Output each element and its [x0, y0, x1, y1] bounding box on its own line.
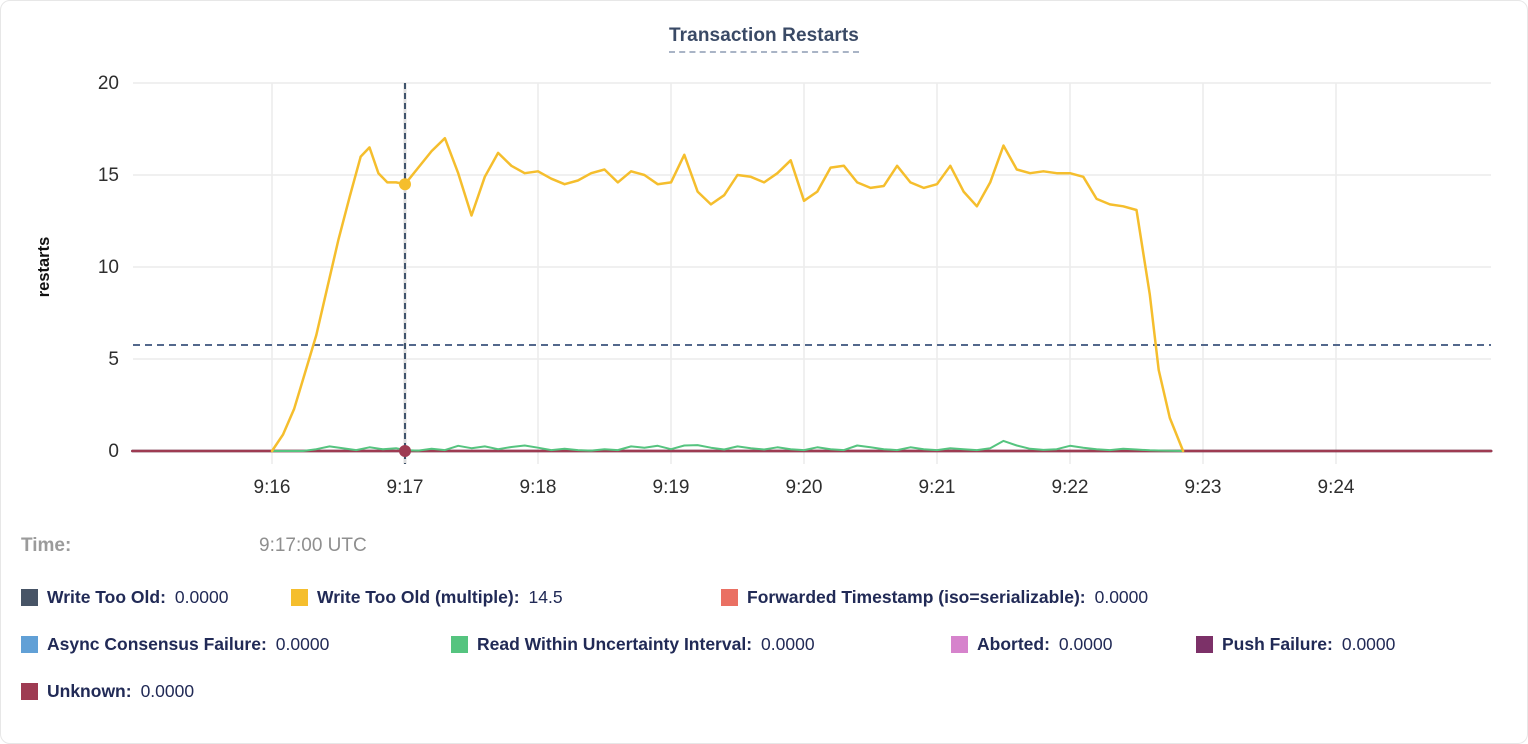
chart-title-wrap: Transaction Restarts [1, 25, 1527, 53]
legend-swatch [451, 636, 468, 653]
legend-swatch [21, 683, 38, 700]
legend-row: Async Consensus Failure: 0.0000 Read Withi… [21, 634, 1509, 655]
legend-series-label: Aborted: [977, 634, 1050, 654]
legend-swatch [721, 589, 738, 606]
legend-item-aborted: Aborted: 0.0000 [951, 634, 1196, 655]
legend-series-value: 0.0000 [1058, 634, 1113, 654]
y-tick-label: 5 [108, 349, 119, 370]
series-line-read-within-uncertainty-interval [271, 439, 1185, 452]
tooltip-time-row: Time: 9:17:00 UTC [21, 535, 1509, 557]
x-tick-label: 9:23 [1185, 477, 1222, 498]
y-tick-label: 20 [98, 73, 119, 94]
legend-swatch [291, 589, 308, 606]
legend-series-value: 0.0000 [1094, 587, 1149, 607]
legend-item-write-too-old: Write Too Old: 0.0000 [21, 587, 291, 608]
chart-title[interactable]: Transaction Restarts [669, 25, 859, 53]
legend-row: Unknown: 0.0000 [21, 681, 1509, 702]
legend-series-label: Forwarded Timestamp (iso=serializable): [747, 587, 1086, 607]
legend-item-read-within-uncertainty-interval: Read Within Uncertainty Interval: 0.0000 [451, 634, 951, 655]
y-tick-label: 0 [108, 441, 119, 462]
series-line-write-too-old-multiple- [270, 136, 1185, 453]
legend-series-label: Push Failure: [1222, 634, 1333, 654]
legend-series-value: 0.0000 [174, 587, 229, 607]
y-axis-label: restarts [35, 237, 53, 298]
x-tick-label: 9:19 [653, 477, 690, 498]
legend-series-label: Read Within Uncertainty Interval: [477, 634, 753, 654]
x-tick-label: 9:20 [786, 477, 823, 498]
legend-series-value: 0.0000 [275, 634, 330, 654]
legend-item-forwarded-timestamp-iso-serializable-: Forwarded Timestamp (iso=serializable): 0… [721, 587, 1148, 608]
crosshair-dot-unknown [399, 445, 411, 457]
legend-swatch [951, 636, 968, 653]
legend-swatch [21, 589, 38, 606]
legend-item-push-failure: Push Failure: 0.0000 [1196, 634, 1395, 655]
x-tick-label: 9:16 [254, 477, 291, 498]
legend-series-value: 0.0000 [140, 681, 195, 701]
hover-tooltip-block: Time: 9:17:00 UTC Write Too Old: 0.0000 Wri… [21, 535, 1509, 702]
legend-series-value: 0.0000 [761, 634, 815, 654]
legend-item-async-consensus-failure: Async Consensus Failure: 0.0000 [21, 634, 451, 655]
chart-legend: Write Too Old: 0.0000 Write Too Old (multi… [21, 587, 1509, 702]
legend-series-label: Write Too Old: [47, 587, 166, 607]
legend-series-value: 0.0000 [1341, 634, 1396, 654]
y-tick-label: 10 [98, 257, 119, 278]
x-tick-label: 9:21 [919, 477, 956, 498]
x-tick-label: 9:24 [1318, 477, 1355, 498]
legend-series-value: 14.5 [528, 587, 563, 607]
legend-row: Write Too Old: 0.0000 Write Too Old (multi… [21, 587, 1509, 608]
legend-swatch [21, 636, 38, 653]
tooltip-time-label: Time: [21, 535, 72, 556]
legend-item-unknown: Unknown: 0.0000 [21, 681, 194, 702]
legend-swatch [1196, 636, 1213, 653]
x-tick-label: 9:18 [520, 477, 557, 498]
x-tick-label: 9:17 [387, 477, 424, 498]
restarts-chart-svg[interactable]: 0 5 10 15 20 9:16 9:17 9:18 9:19 9:20 9:21 9:22 9:23… [1, 1, 1528, 513]
y-tick-label: 15 [98, 165, 119, 186]
legend-item-write-too-old-multiple-: Write Too Old (multiple): 14.5 [291, 587, 721, 608]
x-tick-label: 9:22 [1052, 477, 1089, 498]
crosshair-dot-write-too-old-multiple- [399, 178, 411, 191]
legend-series-label: Async Consensus Failure: [47, 634, 267, 654]
legend-series-label: Write Too Old (multiple): [317, 587, 520, 607]
tooltip-time-value: 9:17:00 UTC [259, 535, 367, 556]
legend-series-label: Unknown: [47, 681, 132, 701]
